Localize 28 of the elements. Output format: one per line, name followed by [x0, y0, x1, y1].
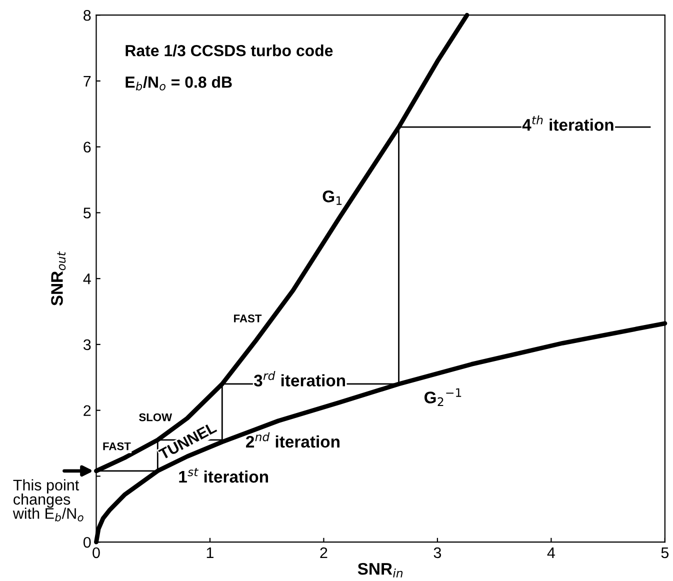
annotation: 4$^{th}$ iteration — [522, 115, 614, 131]
y-tick-label: 0 — [83, 536, 91, 548]
x-tick-label: 4 — [547, 547, 555, 558]
series-label: G$_{1}$ — [322, 190, 342, 205]
y-tick-label: 3 — [83, 339, 91, 350]
y-tick-label: 4 — [83, 274, 91, 284]
y-tick-label: 7 — [84, 76, 91, 87]
y-axis-title: SNR$_{out}$ — [51, 251, 66, 306]
x-tick-label: 5 — [661, 547, 669, 558]
series-label: G$_{2}$$^{−1}$ — [424, 388, 462, 406]
y-tick-label: 6 — [84, 142, 91, 153]
annotation: FAST — [103, 442, 131, 450]
annotation: This point changes with E$_{b}$/N$_{o}$ — [12, 479, 84, 522]
annotation: FAST — [234, 314, 262, 322]
x-tick-label: 2 — [320, 547, 328, 558]
x-tick-label: 1 — [206, 547, 214, 558]
y-tick-label: 8 — [84, 10, 91, 21]
annotation: E$_{b}$/N$_{o}$ = 0.8 dB — [126, 76, 232, 90]
annotation: Rate 1/3 CCSDS turbo code — [126, 44, 333, 56]
x-tick-label: 3 — [434, 547, 442, 558]
annotation: 2$^{nd}$ iteration — [246, 432, 340, 448]
x-tick-label: 0 — [92, 547, 100, 558]
annotation: SLOW — [139, 413, 172, 422]
x-axis-title: SNR$_{in}$ — [358, 562, 403, 578]
y-tick-label: 2 — [84, 405, 91, 416]
y-tick-label: 5 — [83, 208, 91, 218]
annotation: 3$^{rd}$ iteration — [254, 371, 346, 386]
annotation: 1$^{st}$ iteration — [179, 468, 268, 483]
